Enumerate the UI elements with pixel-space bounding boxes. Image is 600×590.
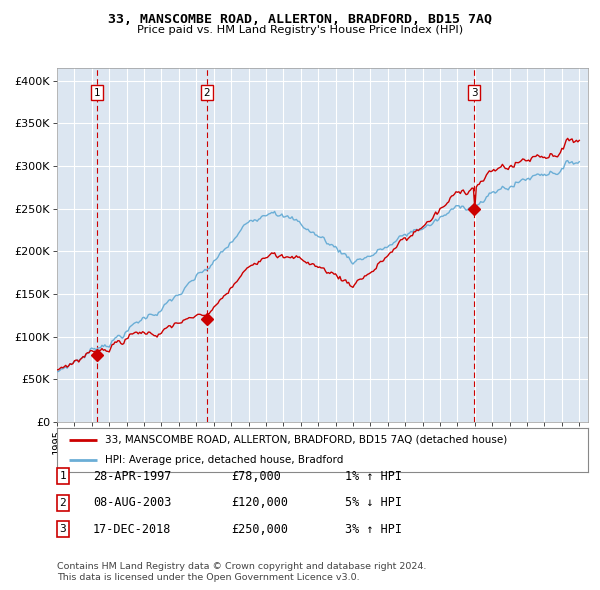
Text: Contains HM Land Registry data © Crown copyright and database right 2024.: Contains HM Land Registry data © Crown c… <box>57 562 427 571</box>
Text: £78,000: £78,000 <box>231 470 281 483</box>
Text: 1: 1 <box>94 87 101 97</box>
Text: 2: 2 <box>203 87 210 97</box>
Text: 3: 3 <box>471 87 478 97</box>
Text: 3% ↑ HPI: 3% ↑ HPI <box>345 523 402 536</box>
Text: 3: 3 <box>59 525 67 534</box>
Text: 33, MANSCOMBE ROAD, ALLERTON, BRADFORD, BD15 7AQ: 33, MANSCOMBE ROAD, ALLERTON, BRADFORD, … <box>108 13 492 26</box>
Text: 1% ↑ HPI: 1% ↑ HPI <box>345 470 402 483</box>
Text: 1: 1 <box>59 471 67 481</box>
Text: 33, MANSCOMBE ROAD, ALLERTON, BRADFORD, BD15 7AQ (detached house): 33, MANSCOMBE ROAD, ALLERTON, BRADFORD, … <box>105 435 507 445</box>
Text: 2: 2 <box>59 498 67 507</box>
Text: This data is licensed under the Open Government Licence v3.0.: This data is licensed under the Open Gov… <box>57 572 359 582</box>
Text: 17-DEC-2018: 17-DEC-2018 <box>93 523 172 536</box>
Text: Price paid vs. HM Land Registry's House Price Index (HPI): Price paid vs. HM Land Registry's House … <box>137 25 463 35</box>
Text: HPI: Average price, detached house, Bradford: HPI: Average price, detached house, Brad… <box>105 455 343 465</box>
Text: 08-AUG-2003: 08-AUG-2003 <box>93 496 172 509</box>
Text: 28-APR-1997: 28-APR-1997 <box>93 470 172 483</box>
Text: £120,000: £120,000 <box>231 496 288 509</box>
Text: £250,000: £250,000 <box>231 523 288 536</box>
Text: 5% ↓ HPI: 5% ↓ HPI <box>345 496 402 509</box>
